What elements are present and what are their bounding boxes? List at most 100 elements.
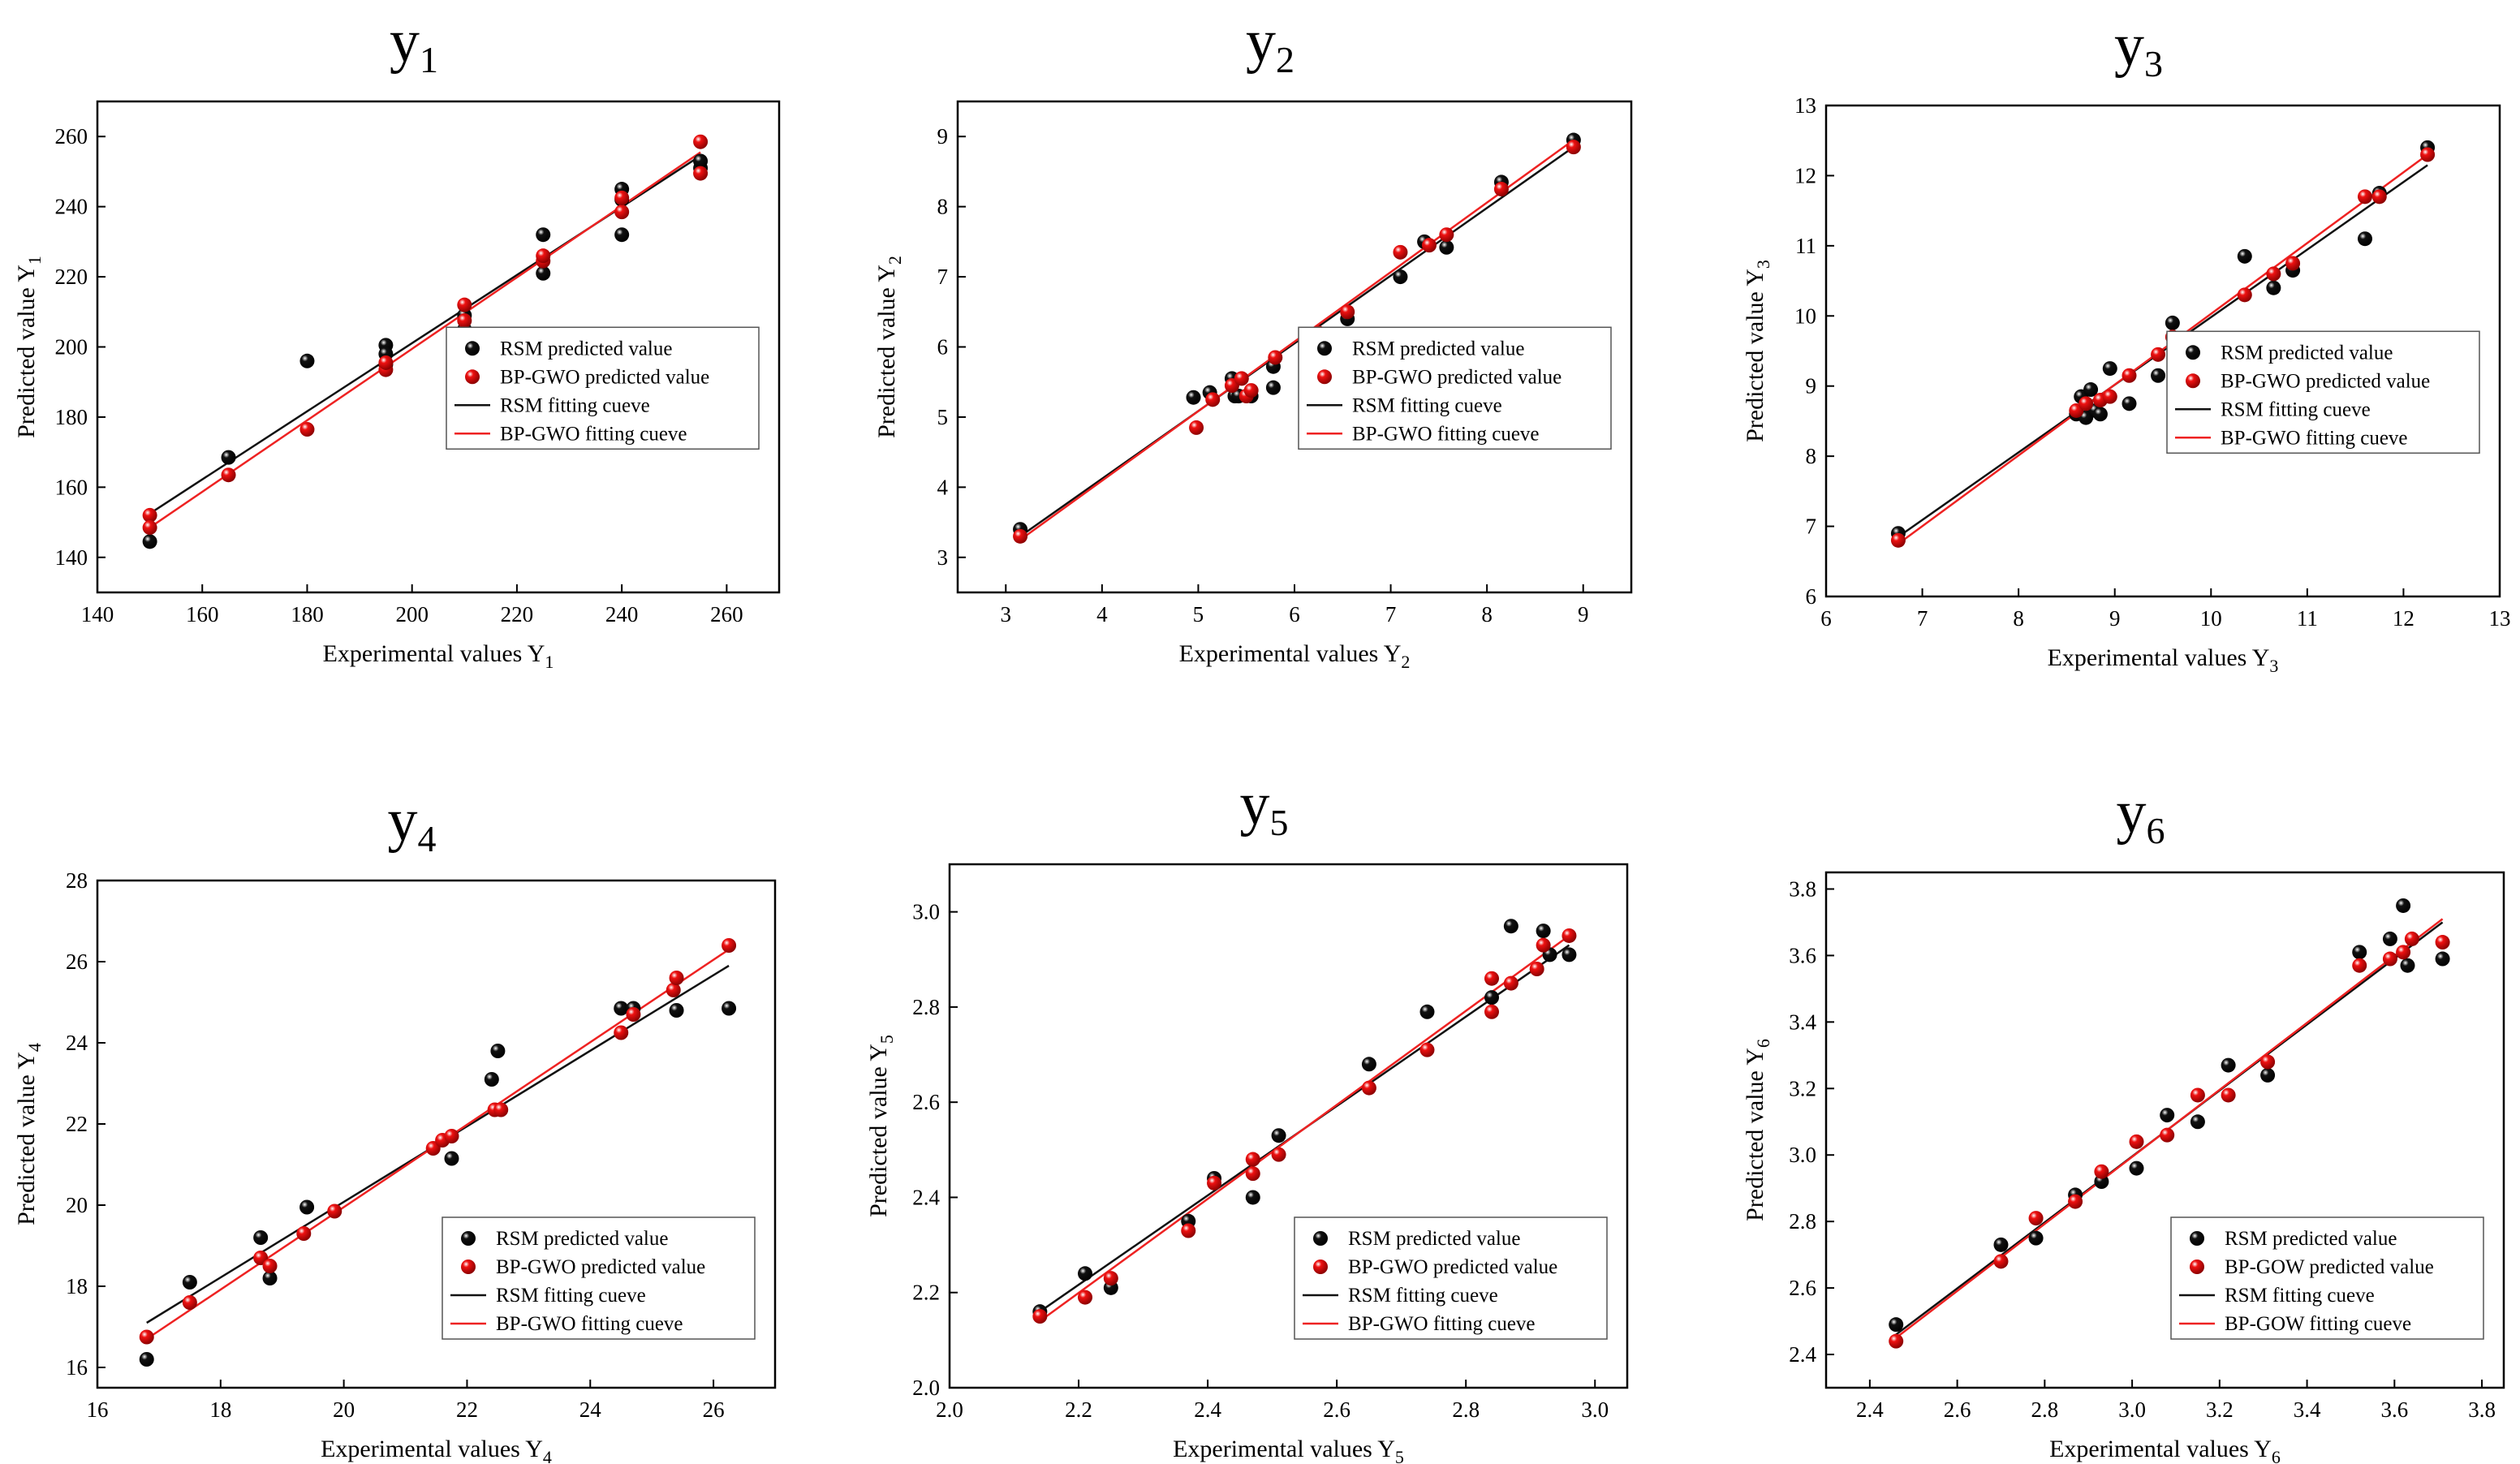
rsm-point [2092,407,2108,422]
y-axis-label: Predicted value Y4 [13,1043,45,1225]
x-tick-label: 240 [605,602,639,627]
x-tick-label: 2.8 [1452,1397,1480,1422]
bp-point [1503,975,1518,991]
y-tick-label: 140 [55,545,88,570]
rsm-point [2083,382,2099,398]
chart-title-subscript: 4 [418,818,437,859]
chart-title-main: y [1246,8,1276,75]
y-tick-label: 4 [937,475,949,499]
x-tick-label: 2.4 [1194,1397,1221,1422]
legend-rsm-point-marker [461,1231,476,1246]
bp-point [1361,1080,1376,1096]
y-tick-label: 11 [1795,234,1816,258]
rsm-point [2122,396,2137,411]
legend-entry-label: RSM fitting cueve [500,394,650,416]
bp-point [1419,1042,1435,1057]
y-tick-label: 7 [937,265,949,289]
chart-title: y5 [1240,771,1289,843]
bp-point [2122,368,2137,383]
x-tick-label: 3.8 [2468,1397,2496,1422]
y-axis-label-main: Predicted value Y [1742,1048,1768,1221]
x-tick-label: 200 [395,602,429,627]
y-axis-label-subscript: 1 [24,256,45,265]
legend-entry-label: BP-GWO fitting cueve [1352,423,1540,445]
y-axis-label: Predicted value Y6 [1742,1039,1773,1221]
legend-entry-label: BP-GWO predicted value [1352,366,1562,388]
y-tick-label: 180 [55,405,88,429]
rsm-point [484,1072,499,1087]
bp-point [1205,392,1221,407]
y-tick-label: 6 [937,335,949,360]
y-tick-label: 5 [937,405,949,429]
legend-box [2166,330,2480,454]
y-tick-label: 13 [1794,93,1816,118]
rsm-point [1393,269,1408,285]
x-axis-label-subscript: 5 [1395,1447,1404,1464]
bp-point [1536,937,1551,953]
y-tick-label: 2.0 [912,1376,940,1400]
bp-point [2160,1127,2175,1143]
rsm-point [693,153,709,169]
x-tick-label: 13 [2489,606,2511,631]
bp-point [2435,935,2450,950]
rsm-point [614,227,630,243]
rsm-point [2435,951,2450,967]
y-tick-label: 2.6 [912,1090,940,1114]
chart-title-main: y [2117,779,2147,846]
bp-point [142,520,157,536]
rsm-point [2352,945,2367,960]
legend-bp-point-marker [461,1259,476,1274]
y-tick-label: 2.4 [1789,1342,1816,1367]
legend-bp-point-marker [2190,1259,2204,1274]
x-tick-label: 6 [1820,606,1832,631]
x-tick-label: 7 [1917,606,1928,631]
rsm-point [1419,1004,1435,1019]
bp-point [2382,951,2397,967]
bp-point [2078,396,2094,411]
bp-point [693,166,709,181]
x-axis-label: Experimental values Y6 [2049,1436,2281,1464]
bp-point [2358,189,2372,205]
x-tick-label: 22 [456,1397,478,1422]
bp-point [327,1203,342,1219]
y-tick-label: 2.4 [912,1185,940,1209]
chart-5: y52.0 2.2 2.4 2.6 2.8 3.02.02.22.42.62.83.0Ex… [865,771,1629,1464]
rsm-point [253,1230,269,1245]
rsm-point [1265,380,1281,395]
legend-bp-point-marker [2186,373,2200,389]
y-axis-label-main: Predicted value Y [13,265,40,438]
x-tick-label: 3.0 [1581,1397,1609,1422]
chart-title: y6 [2117,779,2165,851]
bp-point [2352,958,2367,973]
x-tick-label: 10 [2200,606,2222,631]
legend-entry-label: BP-GWO predicted value [496,1256,705,1278]
bp-point [1271,1147,1286,1162]
legend-rsm-point-marker [1317,341,1332,356]
bp-point [1890,532,1906,548]
plot-frame [1824,871,2505,1389]
x-axis-label: Experimental values Y3 [2048,644,2279,676]
y-axis-label-subscript: 6 [1753,1039,1773,1048]
x-tick-label: 3.6 [2380,1397,2408,1422]
x-axis-label-subscript: 4 [543,1447,552,1464]
bp-point [1484,971,1499,986]
rsm-point [2382,931,2397,946]
x-tick-label: 26 [703,1397,725,1422]
rsm-point [536,227,551,243]
chart-title-main: y [1240,771,1270,837]
y-tick-label: 16 [66,1355,88,1380]
chart-title: y4 [388,787,437,859]
y-axis-label-subscript: 2 [885,256,905,265]
y-tick-label: 9 [937,124,949,149]
legend-box [2170,1216,2484,1340]
rsm-point [1361,1057,1376,1072]
y-tick-label: 3.6 [1789,943,1816,967]
bp-point [2404,931,2419,946]
rsm-point [299,1199,315,1215]
bp-point [142,507,157,523]
y-tick-label: 12 [1794,163,1816,187]
chart-title: y3 [2114,12,2163,84]
rsm-point [490,1044,506,1058]
